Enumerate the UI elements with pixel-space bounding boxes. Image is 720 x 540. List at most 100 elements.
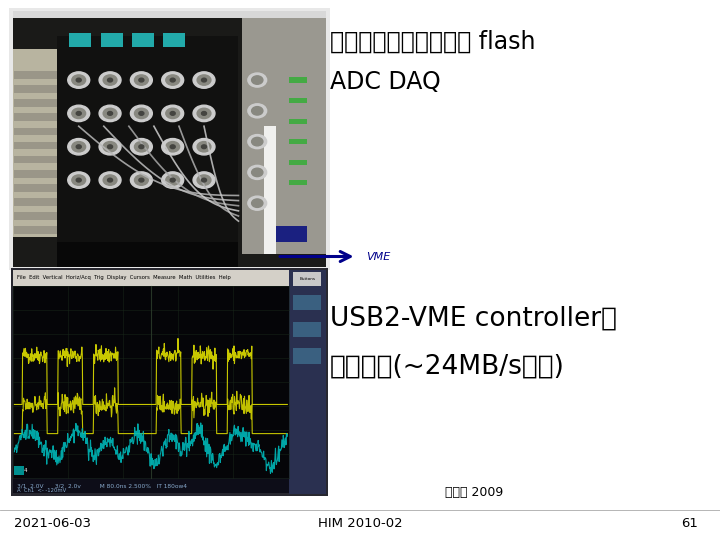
Bar [69,32,91,47]
Circle shape [99,172,121,188]
Bar [242,18,326,254]
Bar [14,127,58,135]
Circle shape [72,75,86,85]
Circle shape [170,178,175,182]
Circle shape [162,139,184,155]
Circle shape [202,145,207,148]
Bar [132,32,154,47]
Bar [289,270,326,494]
Circle shape [193,172,215,188]
Circle shape [251,76,263,84]
Circle shape [248,196,266,210]
Circle shape [103,108,117,119]
Circle shape [107,78,112,82]
Circle shape [72,141,86,152]
Text: USB2-VME controller의: USB2-VME controller의 [330,305,617,331]
Bar [57,36,238,249]
Circle shape [107,112,112,115]
Circle shape [193,72,215,88]
Circle shape [248,165,266,179]
Text: 61: 61 [682,517,698,530]
Bar [276,226,307,241]
Circle shape [248,134,266,149]
Circle shape [166,75,179,85]
Circle shape [99,139,121,155]
Text: HIM 2010-02: HIM 2010-02 [318,517,402,530]
Circle shape [251,106,263,115]
Circle shape [103,141,117,152]
Circle shape [99,105,121,122]
Circle shape [166,175,179,185]
Circle shape [68,139,90,155]
Bar [9,8,330,270]
Bar [13,286,289,478]
Circle shape [103,175,117,185]
Circle shape [135,175,148,185]
Circle shape [139,112,144,115]
Bar [14,466,24,475]
Circle shape [170,112,175,115]
Circle shape [197,108,211,119]
Bar [13,478,289,493]
Circle shape [76,178,81,182]
Circle shape [251,199,263,207]
Bar [14,156,58,164]
Bar [289,119,307,124]
Circle shape [68,72,90,88]
Text: 2021-06-03: 2021-06-03 [14,517,91,530]
Bar [163,32,185,47]
Circle shape [130,105,153,122]
Circle shape [166,141,179,152]
Bar [293,321,321,337]
Bar [14,198,58,206]
Text: ADC DAQ: ADC DAQ [330,70,441,94]
Bar [264,126,276,254]
Bar [14,170,58,178]
Circle shape [130,72,153,88]
Circle shape [68,105,90,122]
Text: 신호모습(~24MB/s전송): 신호모습(~24MB/s전송) [330,354,564,380]
Circle shape [248,104,266,118]
Circle shape [162,105,184,122]
Bar [14,141,58,149]
Circle shape [197,75,211,85]
Circle shape [103,75,117,85]
Circle shape [135,141,148,152]
Circle shape [162,172,184,188]
Circle shape [135,108,148,119]
Bar [289,98,307,103]
Circle shape [251,168,263,177]
Text: VME: VME [366,252,390,261]
Circle shape [107,178,112,182]
Circle shape [170,78,175,82]
Text: Buttons: Buttons [300,277,315,281]
Circle shape [170,145,175,148]
Bar [289,160,307,165]
Bar [14,226,58,234]
Circle shape [166,108,179,119]
Bar [293,295,321,310]
Circle shape [139,78,144,82]
Circle shape [135,75,148,85]
Bar [13,11,326,18]
Bar [14,184,58,192]
Circle shape [72,175,86,185]
Circle shape [197,175,211,185]
Circle shape [193,105,215,122]
Circle shape [72,108,86,119]
Bar [14,71,58,79]
Bar [289,180,307,185]
Bar [13,270,289,286]
Bar [293,348,321,364]
Circle shape [139,145,144,148]
Circle shape [68,172,90,188]
Circle shape [130,172,153,188]
Text: 리학교 2009: 리학교 2009 [445,487,503,500]
Circle shape [76,112,81,115]
Text: A  Ch1  <- -120mV: A Ch1 <- -120mV [17,488,66,492]
Bar [13,11,326,267]
Text: 3/1  2.0V      3/2  2.0v          M 80.0ns 2.500%   IT 180ow4: 3/1 2.0V 3/2 2.0v M 80.0ns 2.500% IT 180… [17,483,186,488]
Circle shape [107,145,112,148]
Circle shape [251,137,263,146]
Circle shape [76,78,81,82]
